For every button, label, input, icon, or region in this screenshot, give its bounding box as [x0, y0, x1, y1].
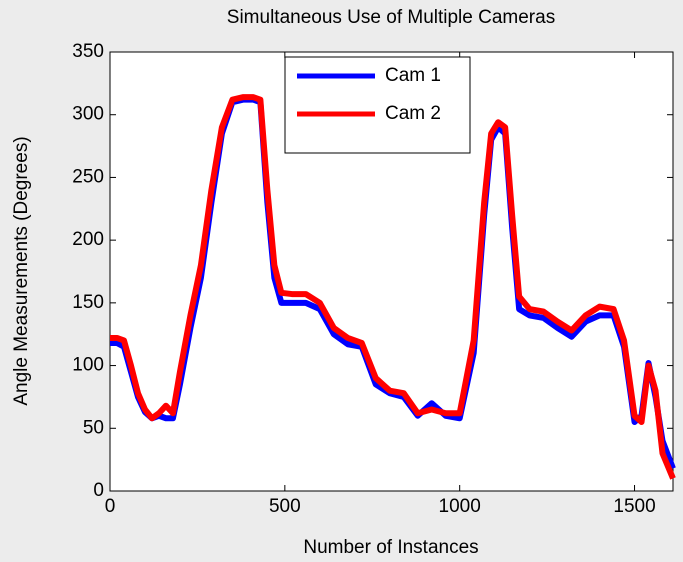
y-tick-label: 350 — [72, 41, 104, 62]
x-tick-label: 0 — [105, 496, 116, 517]
y-axis-label: Angle Measurements (Degrees) — [11, 136, 32, 405]
x-tick-label: 1000 — [439, 496, 481, 517]
y-tick-label: 250 — [72, 166, 104, 187]
legend-box — [284, 56, 471, 154]
y-tick-label: 0 — [93, 480, 104, 501]
y-tick-label: 50 — [83, 417, 104, 438]
x-tick-label: 500 — [269, 496, 301, 517]
y-tick-label: 150 — [72, 292, 104, 313]
y-tick-label: 300 — [72, 104, 104, 125]
y-tick-label: 200 — [72, 229, 104, 250]
x-tick-label: 1500 — [613, 496, 655, 517]
legend-label: Cam 1 — [385, 65, 441, 86]
x-axis-label: Number of Instances — [303, 537, 478, 558]
series-line — [110, 94, 676, 480]
chart-title: Simultaneous Use of Multiple Cameras — [227, 7, 555, 28]
legend-label: Cam 2 — [385, 103, 441, 124]
y-tick-label: 100 — [72, 355, 104, 376]
